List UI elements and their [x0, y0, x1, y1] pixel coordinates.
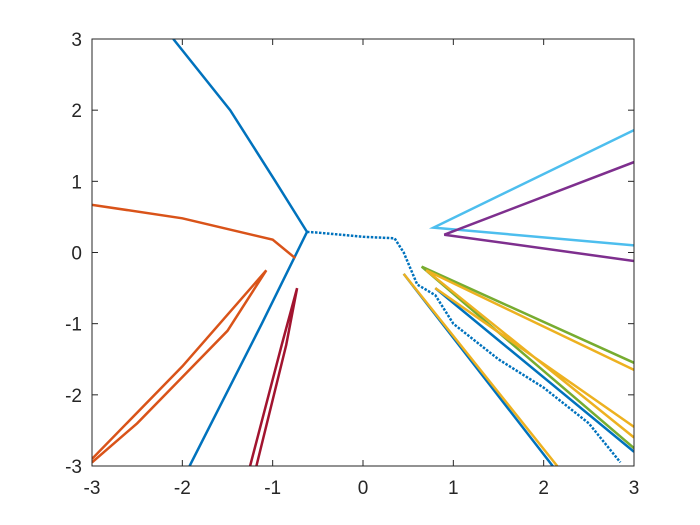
y-tick-label: 0 [71, 244, 82, 265]
axes-box [91, 38, 635, 467]
curve [420, 265, 634, 450]
curve [92, 203, 297, 464]
plot-area [92, 39, 634, 466]
x-tick-label: -1 [264, 478, 281, 499]
y-tick-label: 3 [71, 30, 82, 51]
curve [443, 160, 634, 263]
y-tick-label: 2 [71, 101, 82, 122]
x-tick-label: -2 [174, 478, 191, 499]
curve [402, 269, 634, 466]
x-tick-label: 1 [448, 478, 459, 499]
y-tick-label: -2 [65, 386, 82, 407]
x-tick-label: 0 [358, 478, 369, 499]
y-tick-label: 1 [71, 172, 82, 193]
x-tick-label: 3 [629, 478, 640, 499]
curve [306, 230, 622, 464]
curve [428, 128, 634, 247]
y-tick-label: -1 [65, 315, 82, 336]
y-tick-label: -3 [65, 457, 82, 478]
curve [248, 287, 299, 466]
x-tick-label: -3 [84, 478, 101, 499]
x-tick-label: 2 [538, 478, 549, 499]
